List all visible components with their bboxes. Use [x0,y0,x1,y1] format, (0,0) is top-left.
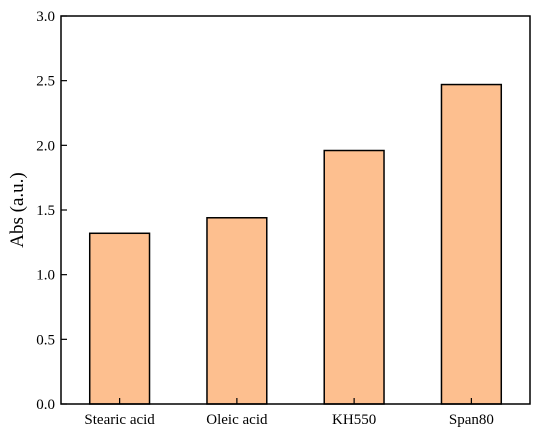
x-tick-label: Span80 [449,412,494,428]
plot-frame [60,15,531,405]
y-tick-label: 0.0 [36,397,55,413]
y-tick-label: 0.5 [36,332,55,348]
y-axis-ticks: 0.0 0.5 1.0 1.5 2.0 2.5 3.0 [36,9,67,413]
x-tick-label: Oleic acid [206,412,268,428]
bars-layer [88,83,503,405]
x-axis-ticks: Stearic acid Oleic acid KH550 Span80 [84,398,494,428]
bar-stearic-acid [88,232,151,405]
bar-oleic-acid [206,217,268,405]
y-axis-title: Abs (a.u.) [7,172,28,247]
y-tick-label: 3.0 [36,9,55,25]
y-tick-label: 2.0 [36,138,55,154]
bar-kh550 [323,149,385,405]
x-tick-label: KH550 [332,412,376,428]
y-tick-label: 1.5 [36,203,55,219]
x-tick-label: Stearic acid [84,412,155,428]
y-tick-label: 2.5 [36,74,55,90]
bar-span80 [440,83,503,405]
y-tick-label: 1.0 [36,268,55,284]
